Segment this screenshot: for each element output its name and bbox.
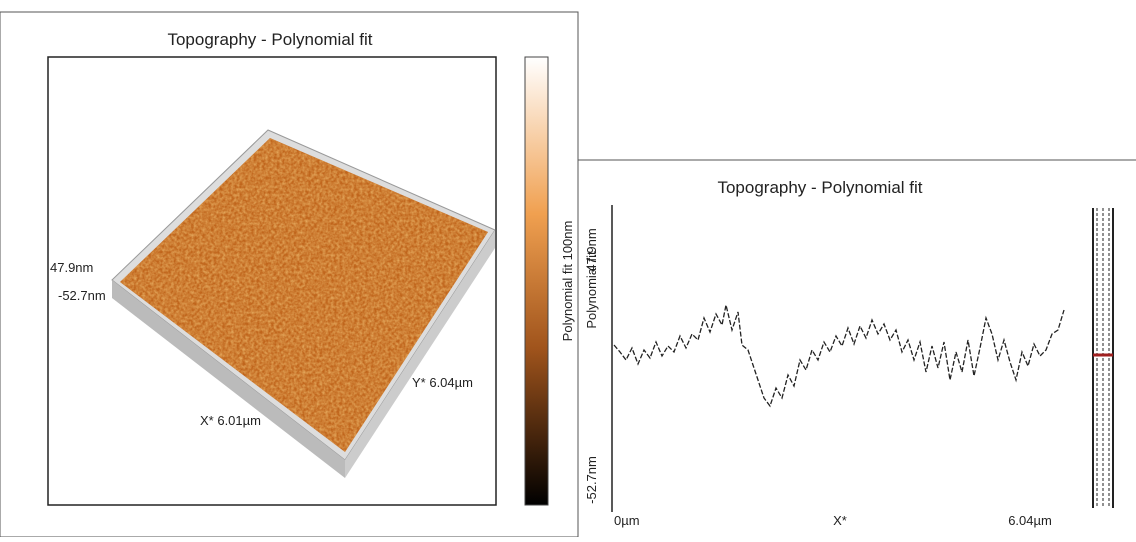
- colorbar: [524, 56, 549, 506]
- surface-side: [345, 230, 495, 478]
- x-start-label: 0µm: [614, 513, 640, 528]
- z-min-label: -52.7nm: [58, 288, 106, 303]
- profile-line: [613, 304, 1065, 408]
- panel-title: Topography - Polynomial fit: [717, 178, 922, 197]
- x-axis-label: X* 6.01µm: [200, 413, 261, 428]
- y-axis-label: Polynomial fit: [584, 251, 599, 329]
- plot-frame: [47, 56, 497, 506]
- right-panel: Topography - Polynomial fit Polynomial f…: [577, 159, 1136, 541]
- surface-side: [112, 280, 345, 478]
- panel-frame: [577, 159, 1136, 541]
- colorbar-label: Polynomial fit 100nm: [560, 221, 575, 342]
- y-axis-label: Y* 6.04µm: [412, 375, 473, 390]
- z-max-label: 47.9nm: [50, 260, 93, 275]
- x-end-label: 6.04µm: [1008, 513, 1052, 528]
- y-max-label: 47.9nm: [584, 228, 599, 271]
- scale-bar: [1092, 208, 1114, 508]
- y-min-label: -52.7nm: [584, 456, 599, 504]
- panel-title: Topography - Polynomial fit: [167, 30, 372, 49]
- x-axis-label: X*: [833, 513, 847, 528]
- surface-texture: [120, 138, 488, 452]
- left-panel: Topography - Polynomial fit 47.9nm -52.7…: [0, 11, 579, 538]
